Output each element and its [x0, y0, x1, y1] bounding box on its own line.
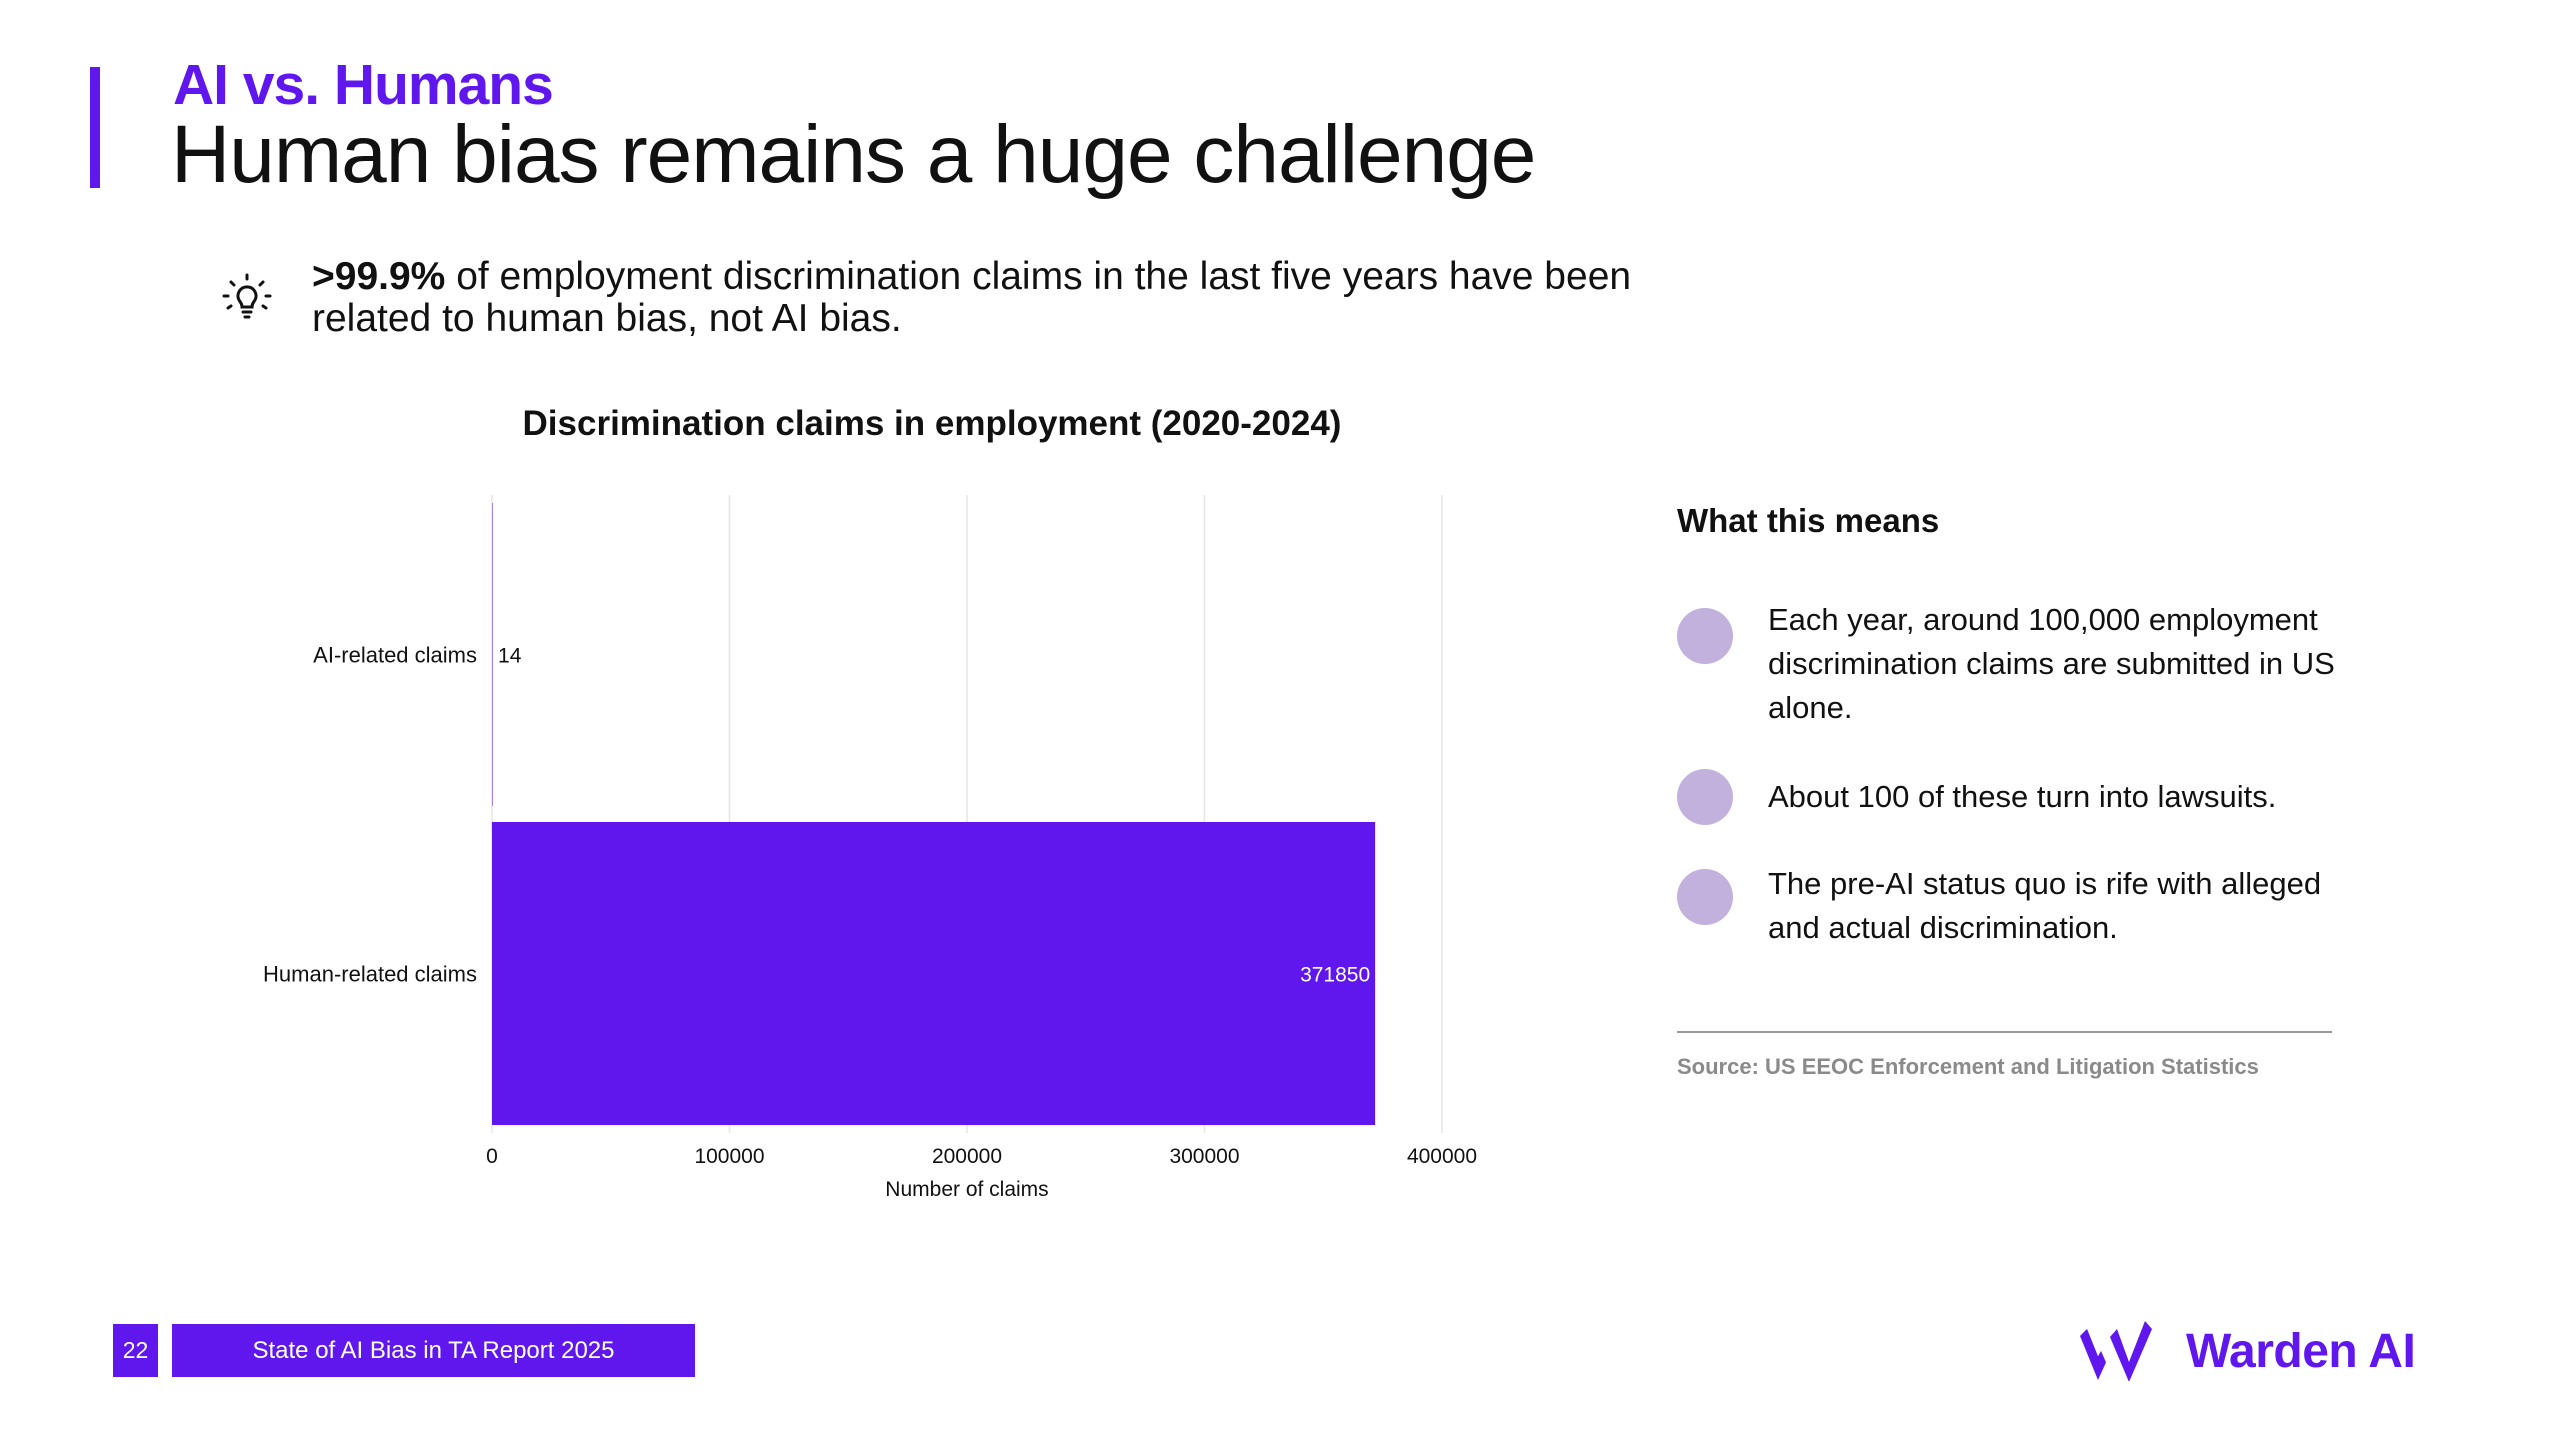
bar: [492, 502, 493, 807]
report-label: State of AI Bias in TA Report 2025: [172, 1324, 695, 1377]
x-tick-label: 400000: [1407, 1145, 1477, 1168]
logo-text: Warden AI: [2186, 1324, 2416, 1378]
x-tick-label: 0: [486, 1145, 498, 1168]
bullet-dot: [1677, 608, 1733, 664]
divider: [1677, 1031, 2332, 1033]
data-label: 14: [498, 645, 522, 668]
list-item-text: About 100 of these turn into lawsuits.: [1768, 779, 2277, 814]
bullet-dot: [1677, 869, 1733, 925]
y-category-label: Human-related claims: [263, 962, 477, 987]
stat-value: >99.9%: [312, 255, 446, 298]
warden-w-logo-icon: [2080, 1321, 2152, 1381]
stat-text: of employment discrimination claims in t…: [312, 255, 1632, 340]
x-axis-label: Number of claims: [885, 1178, 1048, 1201]
x-tick-label: 200000: [932, 1145, 1002, 1168]
bar: [492, 821, 1376, 1126]
key-stat: >99.9% of employment discrimination clai…: [312, 256, 1662, 340]
data-label: 371850: [1300, 964, 1370, 987]
bar-chart: 0 100000 200000 300000 400000 Number of claim…: [263, 495, 1477, 1201]
page-number: 22: [113, 1324, 158, 1377]
bullet-dot: [1677, 769, 1733, 825]
list-item-text: The pre-AI status quo is rife with alleg…: [1768, 866, 2322, 945]
section-kicker: AI vs. Humans: [173, 53, 554, 117]
y-category-label: AI-related claims: [313, 643, 477, 668]
panel-title: What this means: [1677, 502, 1940, 539]
accent-bar: [90, 67, 100, 188]
page-title: Human bias remains a huge challenge: [171, 109, 1536, 200]
source-note: Source: US EEOC Enforcement and Litigati…: [1677, 1054, 2259, 1079]
x-tick-label: 300000: [1169, 1145, 1239, 1168]
lightbulb-icon: [222, 273, 272, 319]
x-tick-label: 100000: [694, 1145, 764, 1168]
list-item-text: Each year, around 100,000 employment dis…: [1768, 602, 2335, 725]
chart-title: Discrimination claims in employment (202…: [522, 404, 1342, 443]
warden-ai-logo: Warden AI: [2080, 1318, 2416, 1384]
